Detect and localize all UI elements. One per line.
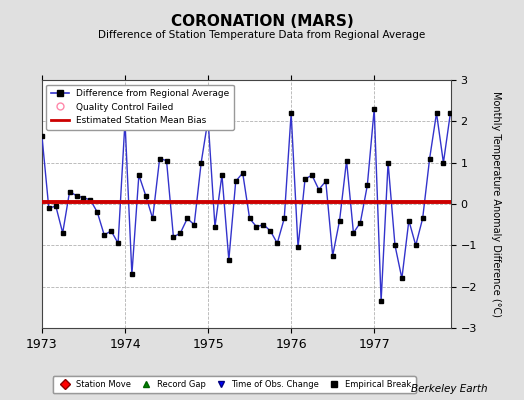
Text: CORONATION (MARS): CORONATION (MARS) (171, 14, 353, 29)
Text: Berkeley Earth: Berkeley Earth (411, 384, 487, 394)
Text: Difference of Station Temperature Data from Regional Average: Difference of Station Temperature Data f… (99, 30, 425, 40)
Legend: Station Move, Record Gap, Time of Obs. Change, Empirical Break: Station Move, Record Gap, Time of Obs. C… (52, 376, 416, 393)
Y-axis label: Monthly Temperature Anomaly Difference (°C): Monthly Temperature Anomaly Difference (… (491, 91, 501, 317)
